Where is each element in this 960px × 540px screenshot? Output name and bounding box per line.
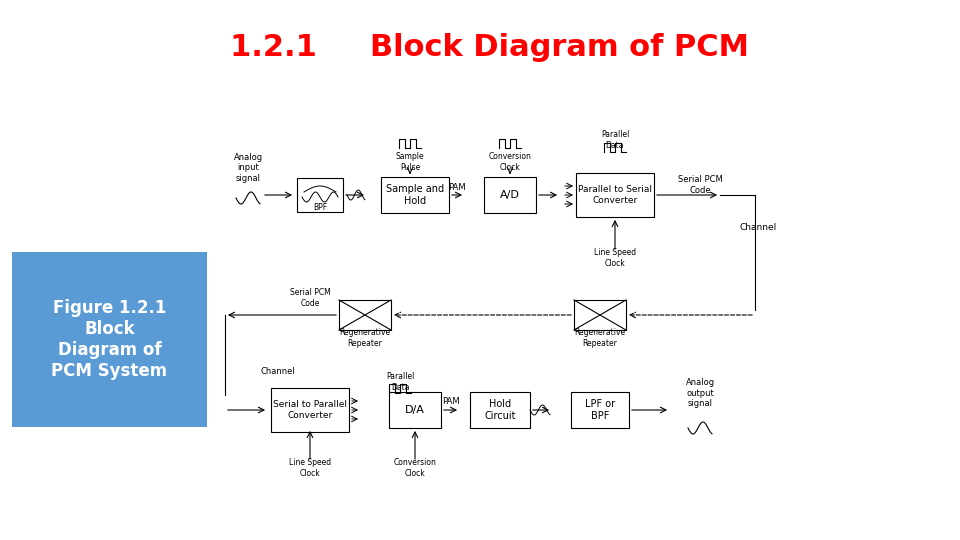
Text: A/D: A/D xyxy=(500,190,520,200)
Bar xyxy=(339,300,391,330)
Bar xyxy=(576,173,654,217)
Text: Line Speed
Clock: Line Speed Clock xyxy=(594,248,636,268)
Text: D/A: D/A xyxy=(405,405,425,415)
Text: Figure 1.2.1
Block
Diagram of
PCM System: Figure 1.2.1 Block Diagram of PCM System xyxy=(52,299,168,380)
Bar xyxy=(484,177,536,213)
Text: Parallel
Data: Parallel Data xyxy=(386,372,414,391)
Text: Sample
Pulse: Sample Pulse xyxy=(396,152,424,172)
Bar xyxy=(271,388,349,432)
Bar xyxy=(574,300,626,330)
Text: Analog
input
signal: Analog input signal xyxy=(233,153,263,183)
Text: BPF: BPF xyxy=(313,202,327,212)
Text: Line Speed
Clock: Line Speed Clock xyxy=(289,458,331,478)
Bar xyxy=(389,392,441,428)
Text: Sample and
Hold: Sample and Hold xyxy=(386,184,444,206)
Text: Serial PCM
Code: Serial PCM Code xyxy=(678,176,722,195)
Text: PAM: PAM xyxy=(443,397,460,407)
Bar xyxy=(571,392,629,428)
Text: 1.2.1     Block Diagram of PCM: 1.2.1 Block Diagram of PCM xyxy=(230,33,750,63)
Text: Regenerative
Repeater: Regenerative Repeater xyxy=(340,328,391,348)
Bar xyxy=(381,177,449,213)
Text: Serial PCM
Code: Serial PCM Code xyxy=(290,288,330,308)
Text: Regenerative
Repeater: Regenerative Repeater xyxy=(574,328,626,348)
Bar xyxy=(297,178,343,212)
Bar xyxy=(470,392,530,428)
Text: Channel: Channel xyxy=(740,224,778,233)
Text: LPF or
BPF: LPF or BPF xyxy=(585,399,615,421)
Text: Conversion
Clock: Conversion Clock xyxy=(394,458,437,478)
Text: Channel: Channel xyxy=(260,368,296,376)
Bar xyxy=(12,252,207,427)
Text: Hold
Circuit: Hold Circuit xyxy=(484,399,516,421)
Text: Parallel to Serial
Converter: Parallel to Serial Converter xyxy=(578,185,652,205)
Text: Conversion
Clock: Conversion Clock xyxy=(489,152,532,172)
Text: Analog
output
signal: Analog output signal xyxy=(685,378,714,408)
Text: Parallel
Data: Parallel Data xyxy=(601,130,629,150)
Text: Serial to Parallel
Converter: Serial to Parallel Converter xyxy=(273,400,347,420)
Text: PAM: PAM xyxy=(448,183,466,192)
